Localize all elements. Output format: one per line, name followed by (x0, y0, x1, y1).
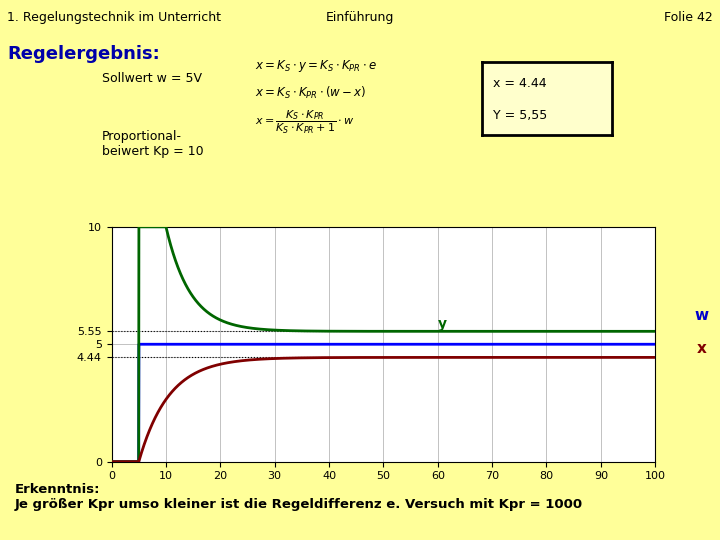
Text: x: x (697, 341, 707, 356)
Text: $x=\dfrac{K_S \cdot K_{PR}}{K_S \cdot K_{PR}+1} \cdot w$: $x=\dfrac{K_S \cdot K_{PR}}{K_S \cdot K_… (255, 109, 355, 136)
Text: x = 4.44: x = 4.44 (492, 77, 546, 90)
Text: Y = 5,55: Y = 5,55 (492, 110, 547, 123)
Text: $x=K_S \cdot y=K_S \cdot K_{PR} \cdot e$: $x=K_S \cdot y=K_S \cdot K_{PR} \cdot e$ (255, 58, 377, 75)
Text: Sollwert w = 5V: Sollwert w = 5V (102, 72, 202, 85)
Text: Folie 42: Folie 42 (664, 11, 713, 24)
Text: $x=K_S \cdot K_{PR} \cdot (w - x)$: $x=K_S \cdot K_{PR} \cdot (w - x)$ (255, 85, 366, 102)
Text: Proportional-
beiwert Kp = 10: Proportional- beiwert Kp = 10 (102, 130, 204, 158)
Text: 1. Regelungstechnik im Unterricht: 1. Regelungstechnik im Unterricht (7, 11, 221, 24)
Text: Regelergebnis:: Regelergebnis: (7, 45, 160, 63)
Text: w: w (695, 308, 709, 323)
Text: y: y (438, 317, 446, 331)
Text: Einführung: Einführung (326, 11, 394, 24)
Text: Erkenntnis:
Je größer Kpr umso kleiner ist die Regeldifferenz e. Versuch mit Kpr: Erkenntnis: Je größer Kpr umso kleiner i… (14, 483, 582, 511)
